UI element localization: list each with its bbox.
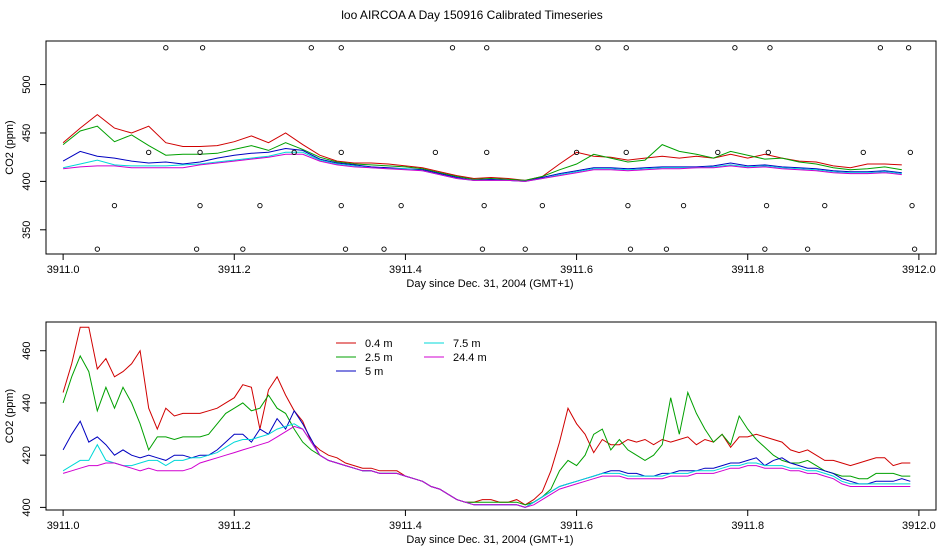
marker-point [479,246,486,252]
x-tick-label: 3912.0 [902,520,936,532]
marker-point [484,45,490,51]
y-tick-label: 440 [21,394,33,412]
y-axis-label: CO2 (ppm) [4,120,16,174]
marker-point [484,149,490,155]
marker-point [539,202,545,209]
marker-point [398,202,404,209]
top-panel: 350 400 450 500 3911.0 3911.2 3911.4 3911.6 3911… [4,40,937,290]
marker-point [199,45,206,51]
marker-point [193,246,200,252]
x-tick-label: 3912.0 [902,264,936,276]
x-tick-label: 3911.2 [218,264,251,276]
marker-point [909,202,915,209]
marker-point [804,246,811,252]
marker-point [732,45,738,51]
marker-point [481,202,487,209]
series-line-5-m [62,409,911,508]
legend: 0.4 m 2.5 m 5 m 7.5 m 24.4 m [336,338,487,378]
marker-point [338,202,344,209]
plot-frame [45,321,937,511]
marker-point [197,149,203,155]
x-tick-label: 3911.6 [560,264,593,276]
marker-point [432,149,439,155]
marker-point [163,45,169,51]
marker-point [627,246,634,252]
marker-point [860,149,866,155]
marker-point [877,45,884,51]
legend-label-0-4-m: 0.4 m [365,338,393,350]
y-tick-label: 350 [21,221,33,239]
marker-point [522,246,528,252]
bottom-panel: 400 420 440 460 3911.0 3911.2 3911.4 3911.6 3911… [4,321,937,546]
marker-point [449,45,456,51]
x-tick-label: 3911.0 [47,264,80,276]
x-axis-label: Day since Dec. 31, 2004 (GMT+1) [406,534,573,546]
marker-point [257,202,263,209]
legend-label-5-m: 5 m [365,366,383,378]
x-tick-label: 3911.2 [218,520,251,532]
marker-point [94,246,100,252]
marker-point [338,149,344,155]
marker-point [822,202,828,209]
marker-point [623,45,629,51]
chart-title: loo AIRCOA A Day 150916 Calibrated Times… [341,8,602,22]
series-line-24-4-m [63,153,902,182]
x-tick-label: 3911.4 [389,264,422,276]
plot-frame [45,40,937,255]
y-tick-label: 450 [21,124,33,142]
marker-point [623,149,629,155]
legend-label-2-5-m: 2.5 m [365,352,393,364]
y-tick-label: 500 [21,75,33,93]
x-tick-label: 3911.6 [560,520,593,532]
marker-point [338,45,344,51]
marker-point [625,202,631,209]
series-line-0-4-m [62,326,911,506]
y-tick-label: 420 [21,446,33,464]
marker-point [595,45,601,51]
series-line-7-5-m [62,423,911,508]
marker-point [663,246,670,252]
marker-point [146,149,152,155]
x-tick-label: 3911.0 [47,520,80,532]
legend-label-24-4-m: 24.4 m [453,352,487,364]
legend-label-7-5-m: 7.5 m [453,338,481,350]
marker-point [111,202,118,209]
marker-point [911,246,918,252]
marker-point [573,149,580,155]
series-line-0-4-m [62,113,902,181]
marker-point [197,202,203,209]
y-tick-label: 400 [21,498,33,516]
marker-point [763,202,770,209]
marker-point [762,246,768,252]
x-axis-label: Day since Dec. 31, 2004 (GMT+1) [406,278,573,290]
marker-point [715,149,721,155]
marker-point [765,149,771,155]
marker-point [680,202,687,209]
marker-point [291,149,297,155]
y-tick-label: 460 [21,342,33,360]
marker-point [308,45,314,51]
marker-point [381,246,387,252]
marker-point [905,45,912,51]
marker-point [342,246,349,252]
marker-point [907,149,913,155]
x-tick-label: 3911.8 [731,520,764,532]
marker-point [240,246,246,252]
marker-point [767,45,773,51]
x-tick-label: 3911.4 [389,520,422,532]
series-line-24-4-m [62,425,911,508]
y-axis-label: CO2 (ppm) [4,389,16,443]
x-tick-label: 3911.8 [731,264,764,276]
series-line-2-5-m [62,354,911,506]
series-line-2-5-m [62,125,902,181]
y-tick-label: 400 [21,172,33,190]
